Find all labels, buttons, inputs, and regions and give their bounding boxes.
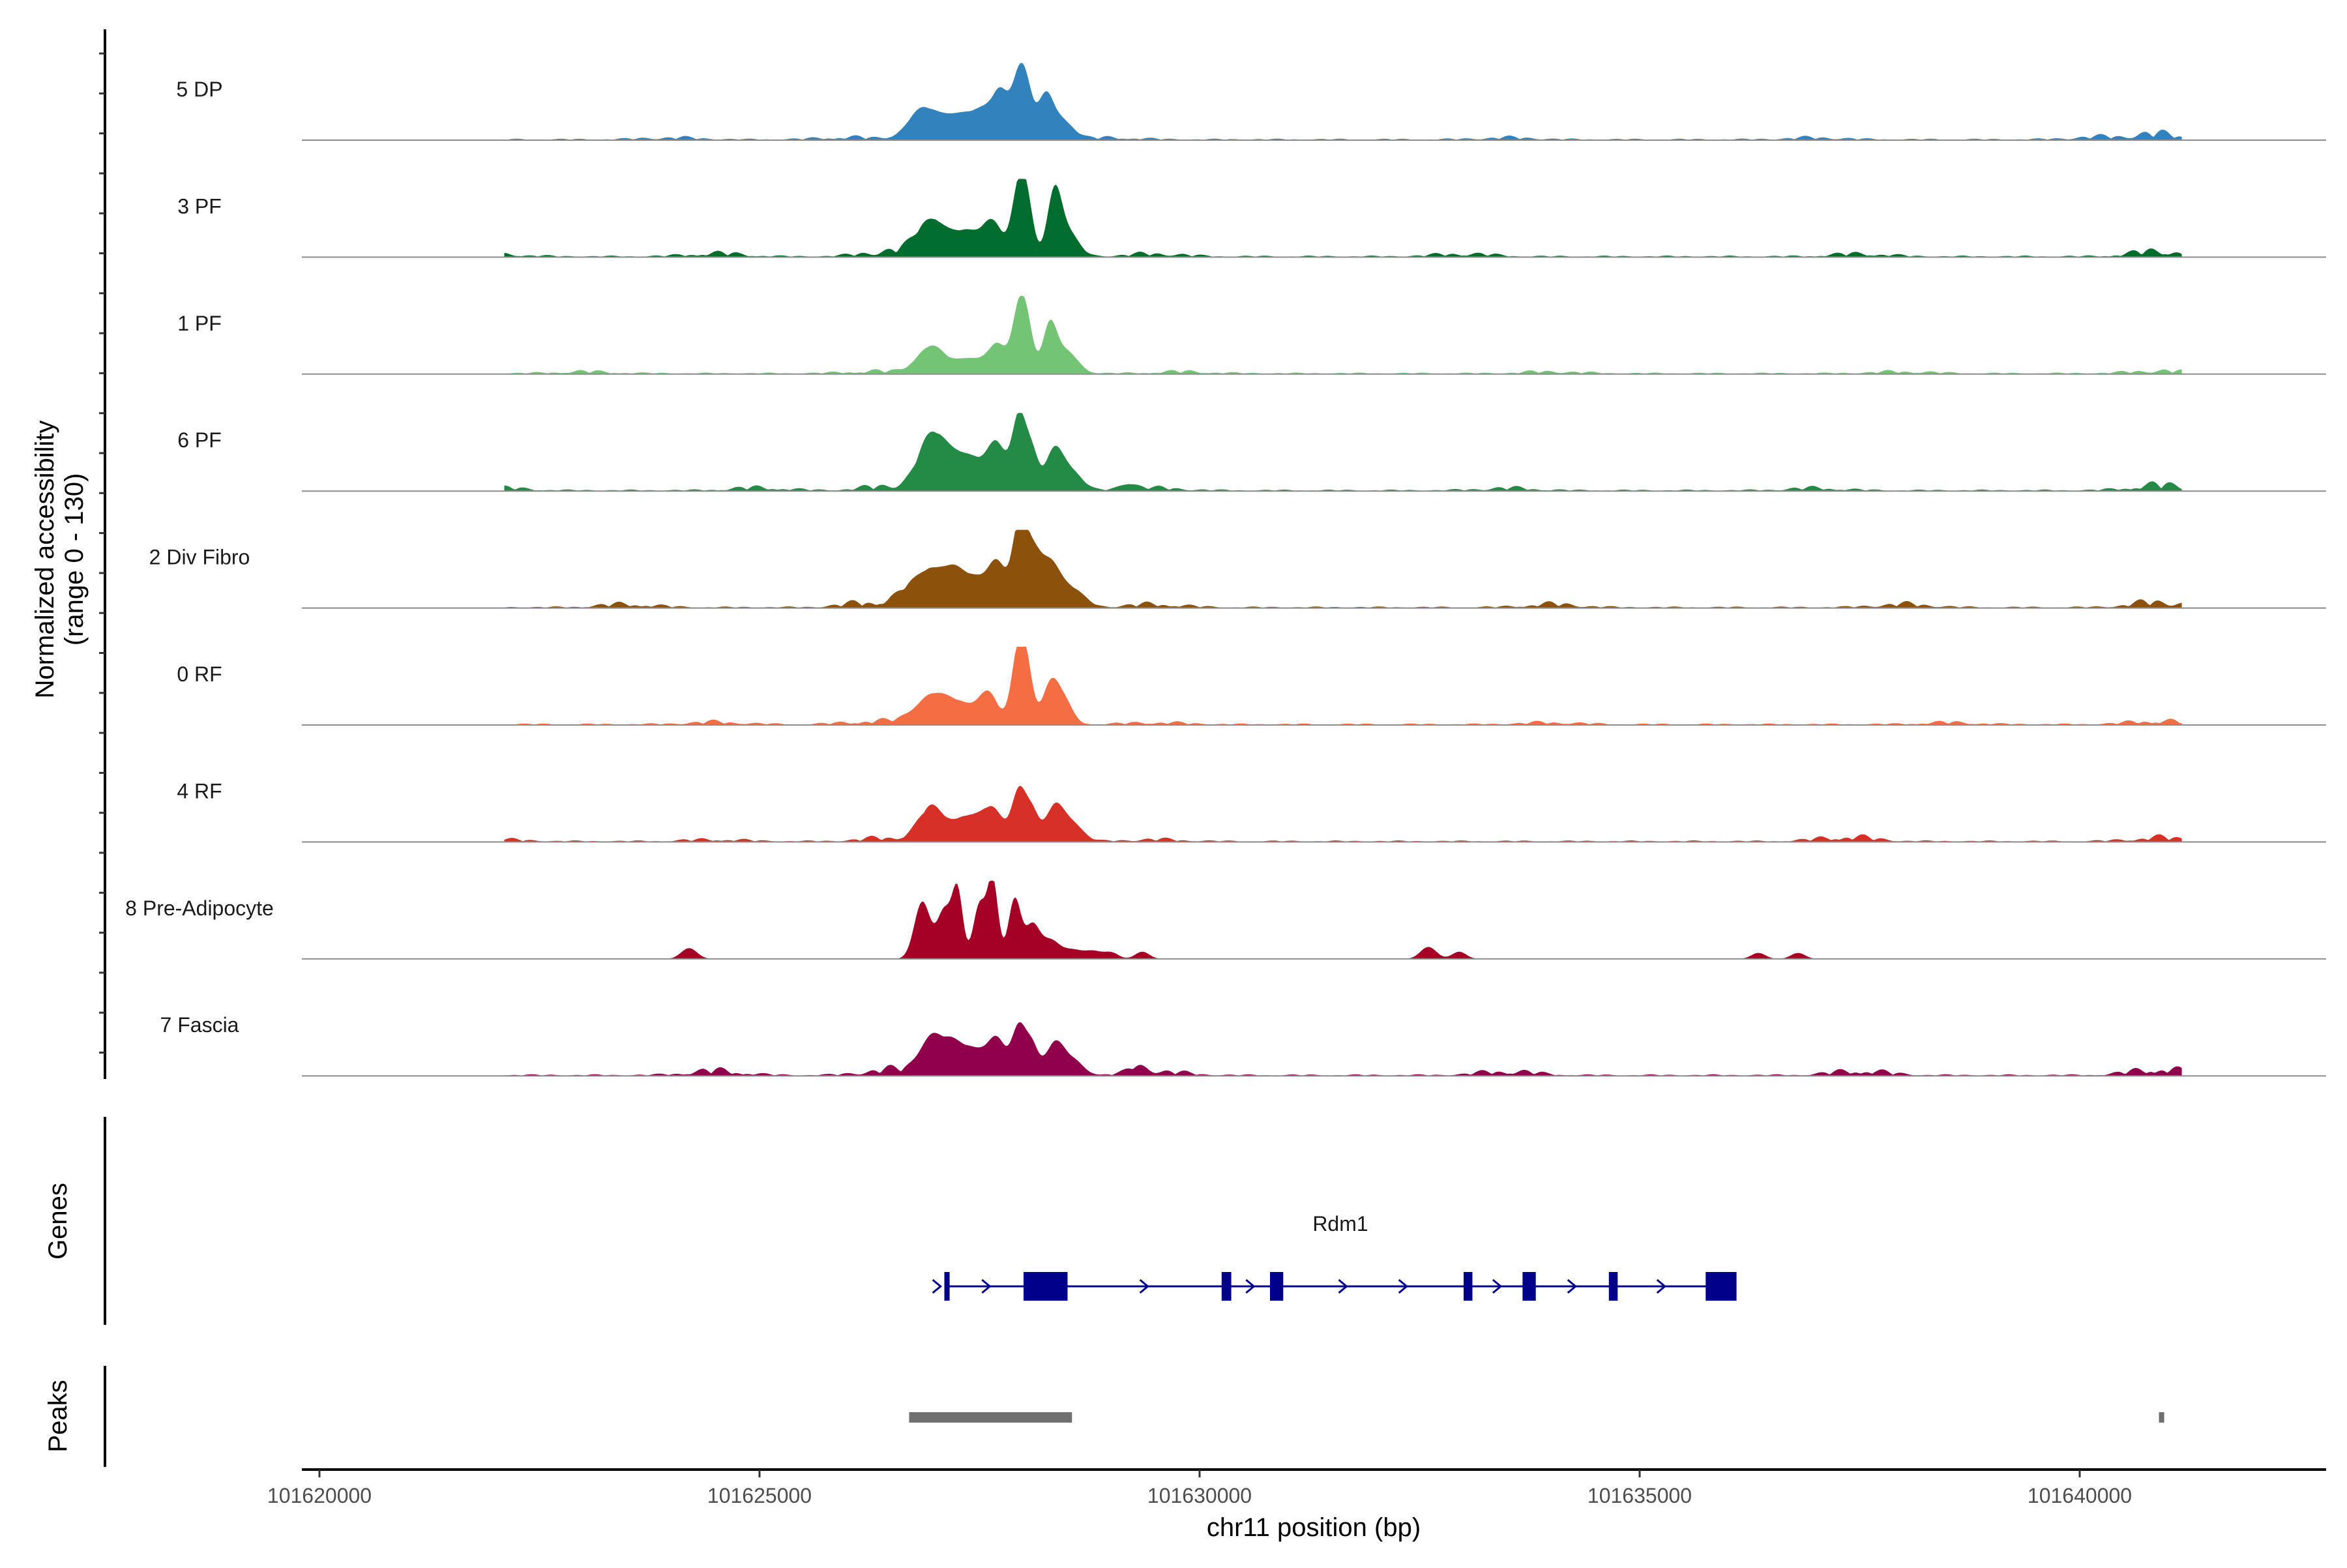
strand-arrow [1398, 1279, 1409, 1294]
track-label: 5 DP [176, 78, 222, 101]
track-6-pf: 6 PF [177, 413, 2326, 492]
track-area [504, 647, 2182, 725]
track-5-dp: 5 DP [176, 63, 2326, 141]
track-area [504, 413, 2182, 492]
track-8-pre-adipocyte: 8 Pre-Adipocyte [125, 880, 2326, 960]
strand-arrow [1139, 1279, 1149, 1294]
strand-arrow [1245, 1279, 1256, 1294]
gene-exon [1221, 1272, 1232, 1301]
x-tick-label: 101625000 [707, 1484, 812, 1507]
y-axis-title-line1: Normalized accessibility [31, 421, 59, 699]
peaks-track-title: Peaks [44, 1380, 72, 1452]
track-label: 3 PF [177, 194, 222, 218]
track-label: 2 Div Fibro [149, 546, 250, 569]
track-0-rf: 0 RF [177, 647, 2326, 726]
x-tick-label: 101635000 [1587, 1484, 1692, 1507]
gene-exon [1608, 1272, 1618, 1301]
x-axis-title: chr11 position (bp) [1207, 1513, 1421, 1542]
x-tick-label: 101640000 [2028, 1484, 2132, 1507]
track-2-div-fibro: 2 Div Fibro [149, 529, 2326, 609]
track-area [504, 295, 2182, 374]
track-7-fascia: 7 Fascia [160, 1013, 2326, 1077]
track-3-pf: 3 PF [177, 179, 2326, 258]
track-label: 8 Pre-Adipocyte [125, 896, 274, 920]
track-label: 4 RF [177, 779, 222, 803]
genes-track-title: Genes [44, 1183, 72, 1260]
track-1-pf: 1 PF [177, 295, 2326, 375]
gene-exon [1270, 1272, 1284, 1301]
gene-annotation: Rdm1 [932, 1212, 1737, 1301]
track-label: 7 Fascia [160, 1013, 239, 1037]
coverage-tracks: 5 DP 3 PF 1 PF 6 PF 2 Div Fibro 0 RF 4 RF 8 Pre… [125, 63, 2326, 1077]
strand-arrow [1656, 1279, 1667, 1294]
gene-exon [1024, 1272, 1068, 1301]
track-label: 6 PF [177, 428, 222, 452]
track-area [504, 179, 2182, 258]
peak-region [909, 1412, 1072, 1423]
peak-region [2159, 1412, 2164, 1423]
gene-name-label: Rdm1 [1312, 1212, 1368, 1235]
track-area [504, 1022, 2182, 1076]
track-label: 0 RF [177, 662, 222, 686]
peak-regions [909, 1412, 2164, 1423]
strand-arrow [932, 1279, 943, 1294]
gene-exon [944, 1272, 950, 1301]
gene-exon [1705, 1272, 1737, 1301]
strand-arrow [1492, 1279, 1503, 1294]
strand-arrow [981, 1279, 992, 1294]
track-area [504, 63, 2182, 140]
strand-arrow [1338, 1279, 1348, 1294]
track-area [504, 880, 2182, 959]
track-area [504, 786, 2182, 842]
track-4-rf: 4 RF [177, 779, 2326, 843]
x-tick-label: 101620000 [267, 1484, 372, 1507]
coverage-y-axis-ticks [99, 52, 105, 1054]
track-label: 1 PF [177, 312, 222, 335]
y-axis-title-line2: (range 0 - 130) [60, 473, 89, 646]
gene-exon [1522, 1272, 1536, 1301]
strand-arrow [1567, 1279, 1578, 1294]
x-axis-ticks: 101620000 101625000 101630000 101635000 1016… [267, 1470, 2132, 1507]
track-area [504, 529, 2182, 608]
gene-exon [1464, 1272, 1473, 1301]
x-tick-label: 101630000 [1147, 1484, 1252, 1507]
